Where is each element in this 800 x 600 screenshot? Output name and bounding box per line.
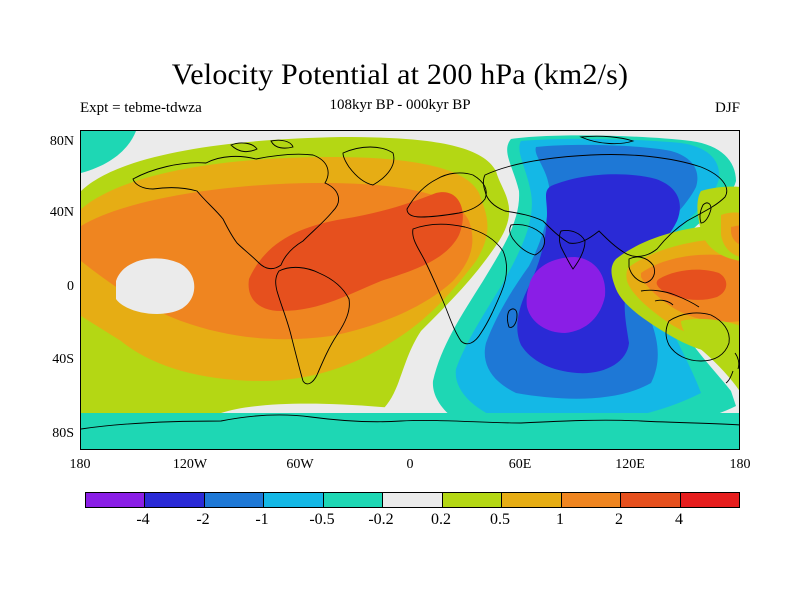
colorbar-box-7 xyxy=(443,493,502,507)
lon-label-0: 0 xyxy=(380,457,440,473)
colorbar-label: 2 xyxy=(594,511,644,529)
map-panel xyxy=(80,130,740,450)
contour-negative-south-polar xyxy=(81,413,740,450)
colorbar-box-10 xyxy=(621,493,680,507)
colorbar-label: 4 xyxy=(654,511,704,529)
lat-label-40n: 40N xyxy=(24,205,74,221)
contour-near-zero-pacific xyxy=(116,258,194,314)
colorbar-box-4 xyxy=(264,493,323,507)
lon-label-120e: 120E xyxy=(600,457,660,473)
colorbar-label: 0.5 xyxy=(475,511,525,529)
lon-label-180-west: 180 xyxy=(50,457,110,473)
colorbar-box-5 xyxy=(324,493,383,507)
colorbar-box-1 xyxy=(86,493,145,507)
lon-label-60e: 60E xyxy=(490,457,550,473)
lon-label-120w: 120W xyxy=(160,457,220,473)
season-label: DJF xyxy=(715,100,740,117)
colorbar-label: -0.2 xyxy=(356,511,406,529)
lat-label-80n: 80N xyxy=(24,134,74,150)
plot-title: Velocity Potential at 200 hPa (km2/s) xyxy=(0,58,800,92)
contour-map xyxy=(81,131,740,450)
colorbar-label: 0.2 xyxy=(416,511,466,529)
colorbar-label: -4 xyxy=(118,511,168,529)
lat-label-40s: 40S xyxy=(24,352,74,368)
colorbar-box-11 xyxy=(681,493,739,507)
colorbar-label: 1 xyxy=(535,511,585,529)
colorbar xyxy=(85,492,740,508)
colorbar-box-6 xyxy=(383,493,442,507)
lon-label-180-east: 180 xyxy=(710,457,770,473)
colorbar-label: -2 xyxy=(178,511,228,529)
colorbar-label: -0.5 xyxy=(297,511,347,529)
colorbar-box-2 xyxy=(145,493,204,507)
lat-label-0: 0 xyxy=(24,279,74,295)
lat-label-80s: 80S xyxy=(24,426,74,442)
lon-label-60w: 60W xyxy=(270,457,330,473)
colorbar-box-9 xyxy=(562,493,621,507)
colorbar-label: -1 xyxy=(237,511,287,529)
colorbar-box-8 xyxy=(502,493,561,507)
colorbar-box-3 xyxy=(205,493,264,507)
experiment-label: Expt = tebme-tdwza xyxy=(80,100,202,117)
